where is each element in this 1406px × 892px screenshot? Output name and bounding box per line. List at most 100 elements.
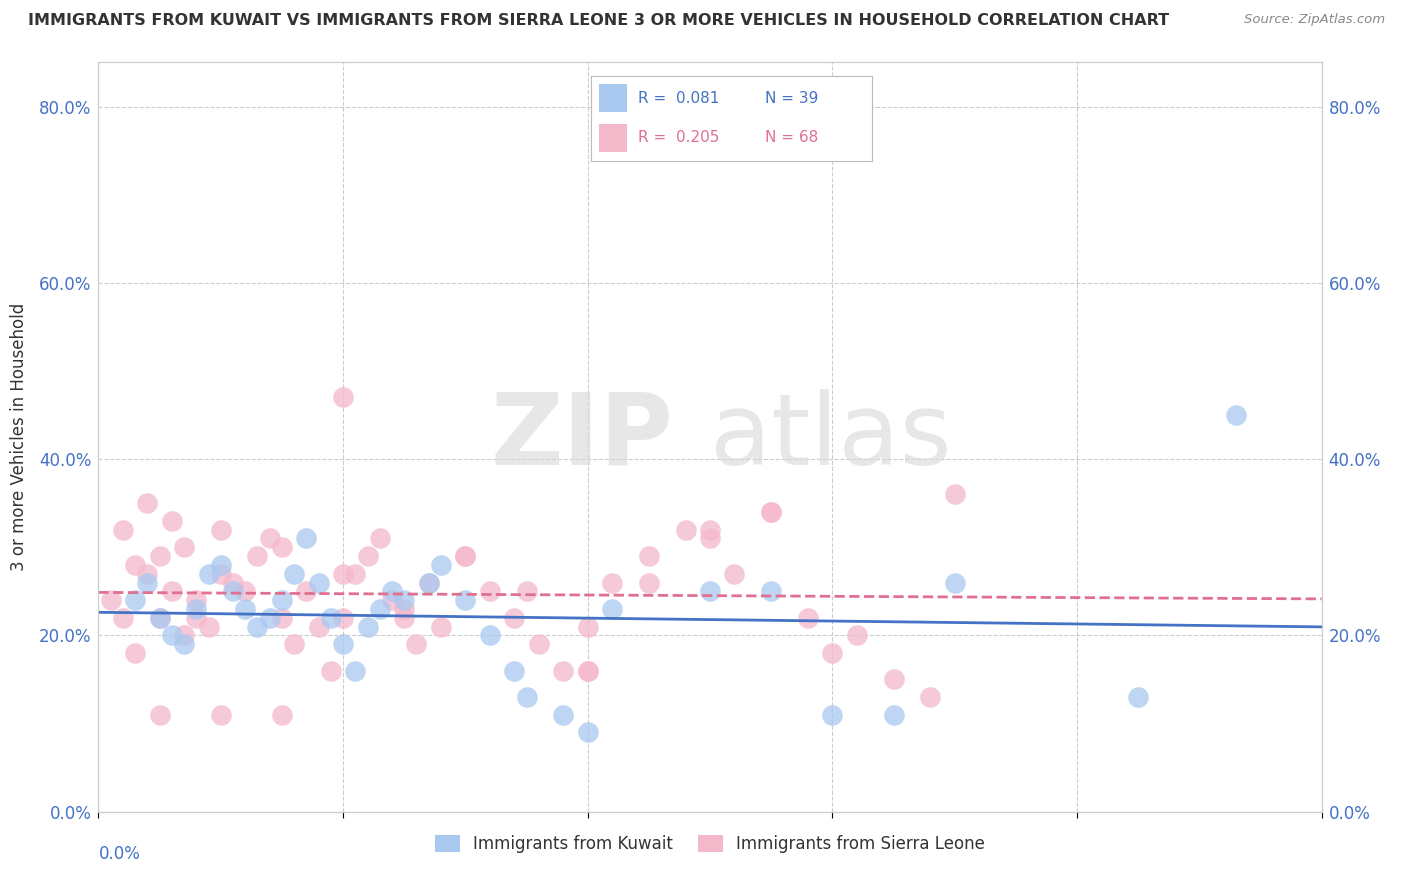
Point (356, 549, 378, 563)
Point (699, 584, 721, 599)
Point (356, 619, 378, 633)
Point (883, 673, 905, 687)
Point (553, 664, 575, 678)
Point (576, 664, 599, 678)
Point (1225, 408, 1247, 422)
Point (209, 523, 232, 537)
Point (222, 584, 245, 599)
Text: Source: ZipAtlas.com: Source: ZipAtlas.com (1244, 13, 1385, 27)
Point (246, 619, 269, 633)
Point (418, 575, 440, 590)
Point (160, 628, 183, 642)
Point (759, 505, 782, 519)
Point (1128, 690, 1150, 705)
Point (160, 514, 183, 528)
Point (111, 611, 134, 625)
Point (368, 602, 391, 616)
Point (173, 628, 195, 642)
Legend: Immigrants from Kuwait, Immigrants from Sierra Leone: Immigrants from Kuwait, Immigrants from … (429, 828, 991, 860)
Text: R =  0.205: R = 0.205 (638, 130, 720, 145)
Point (332, 611, 354, 625)
Text: IMMIGRANTS FROM KUWAIT VS IMMIGRANTS FROM SIERRA LEONE 3 OR MORE VEHICLES IN HOU: IMMIGRANTS FROM KUWAIT VS IMMIGRANTS FRO… (28, 13, 1170, 29)
Point (111, 523, 134, 537)
Point (392, 611, 416, 625)
Point (270, 593, 292, 607)
Point (209, 707, 232, 722)
Point (319, 611, 342, 625)
Point (197, 566, 219, 581)
Y-axis label: 3 or more Vehicles in Household: 3 or more Vehicles in Household (10, 303, 28, 571)
Point (173, 637, 195, 651)
Point (332, 566, 354, 581)
Point (149, 611, 172, 625)
Point (186, 593, 208, 607)
Point (600, 602, 623, 616)
Point (675, 523, 697, 537)
Point (478, 584, 501, 599)
Point (478, 628, 501, 642)
Point (344, 664, 367, 678)
Point (124, 593, 146, 607)
Point (124, 558, 146, 572)
Point (173, 541, 195, 555)
Point (527, 637, 550, 651)
Point (821, 707, 844, 722)
Point (392, 602, 416, 616)
Point (149, 707, 172, 722)
Text: N = 39: N = 39 (765, 91, 818, 106)
Point (943, 575, 966, 590)
Point (124, 646, 146, 660)
Point (797, 611, 820, 625)
Point (759, 505, 782, 519)
Point (283, 637, 305, 651)
Point (308, 575, 330, 590)
Point (943, 487, 966, 501)
Point (197, 619, 219, 633)
Point (209, 566, 232, 581)
Point (308, 619, 330, 633)
Point (209, 558, 232, 572)
Point (920, 690, 942, 705)
Point (454, 549, 477, 563)
Point (295, 532, 318, 546)
Point (136, 575, 159, 590)
Point (233, 602, 256, 616)
Point (516, 690, 538, 705)
Point (319, 664, 342, 678)
Point (368, 532, 391, 546)
Point (430, 619, 453, 633)
Point (381, 584, 404, 599)
Point (270, 707, 292, 722)
Point (344, 566, 367, 581)
Text: ZIP: ZIP (491, 389, 673, 485)
Point (259, 611, 281, 625)
Point (283, 566, 305, 581)
Point (576, 664, 599, 678)
Text: 0.0%: 0.0% (98, 846, 141, 863)
Point (381, 593, 404, 607)
Point (186, 611, 208, 625)
Point (160, 584, 183, 599)
Point (430, 558, 453, 572)
Text: atlas: atlas (710, 389, 952, 485)
Bar (599, 85, 627, 112)
Point (149, 549, 172, 563)
Point (637, 575, 661, 590)
Point (418, 575, 440, 590)
Point (392, 593, 416, 607)
Text: N = 68: N = 68 (765, 130, 818, 145)
Point (723, 566, 745, 581)
Point (454, 593, 477, 607)
Bar (599, 124, 627, 152)
Point (576, 619, 599, 633)
Point (454, 549, 477, 563)
Text: R =  0.081: R = 0.081 (638, 91, 720, 106)
Point (136, 566, 159, 581)
Point (270, 611, 292, 625)
Point (503, 611, 526, 625)
Point (699, 523, 721, 537)
Point (637, 549, 661, 563)
Point (295, 584, 318, 599)
Point (600, 575, 623, 590)
Point (845, 628, 868, 642)
